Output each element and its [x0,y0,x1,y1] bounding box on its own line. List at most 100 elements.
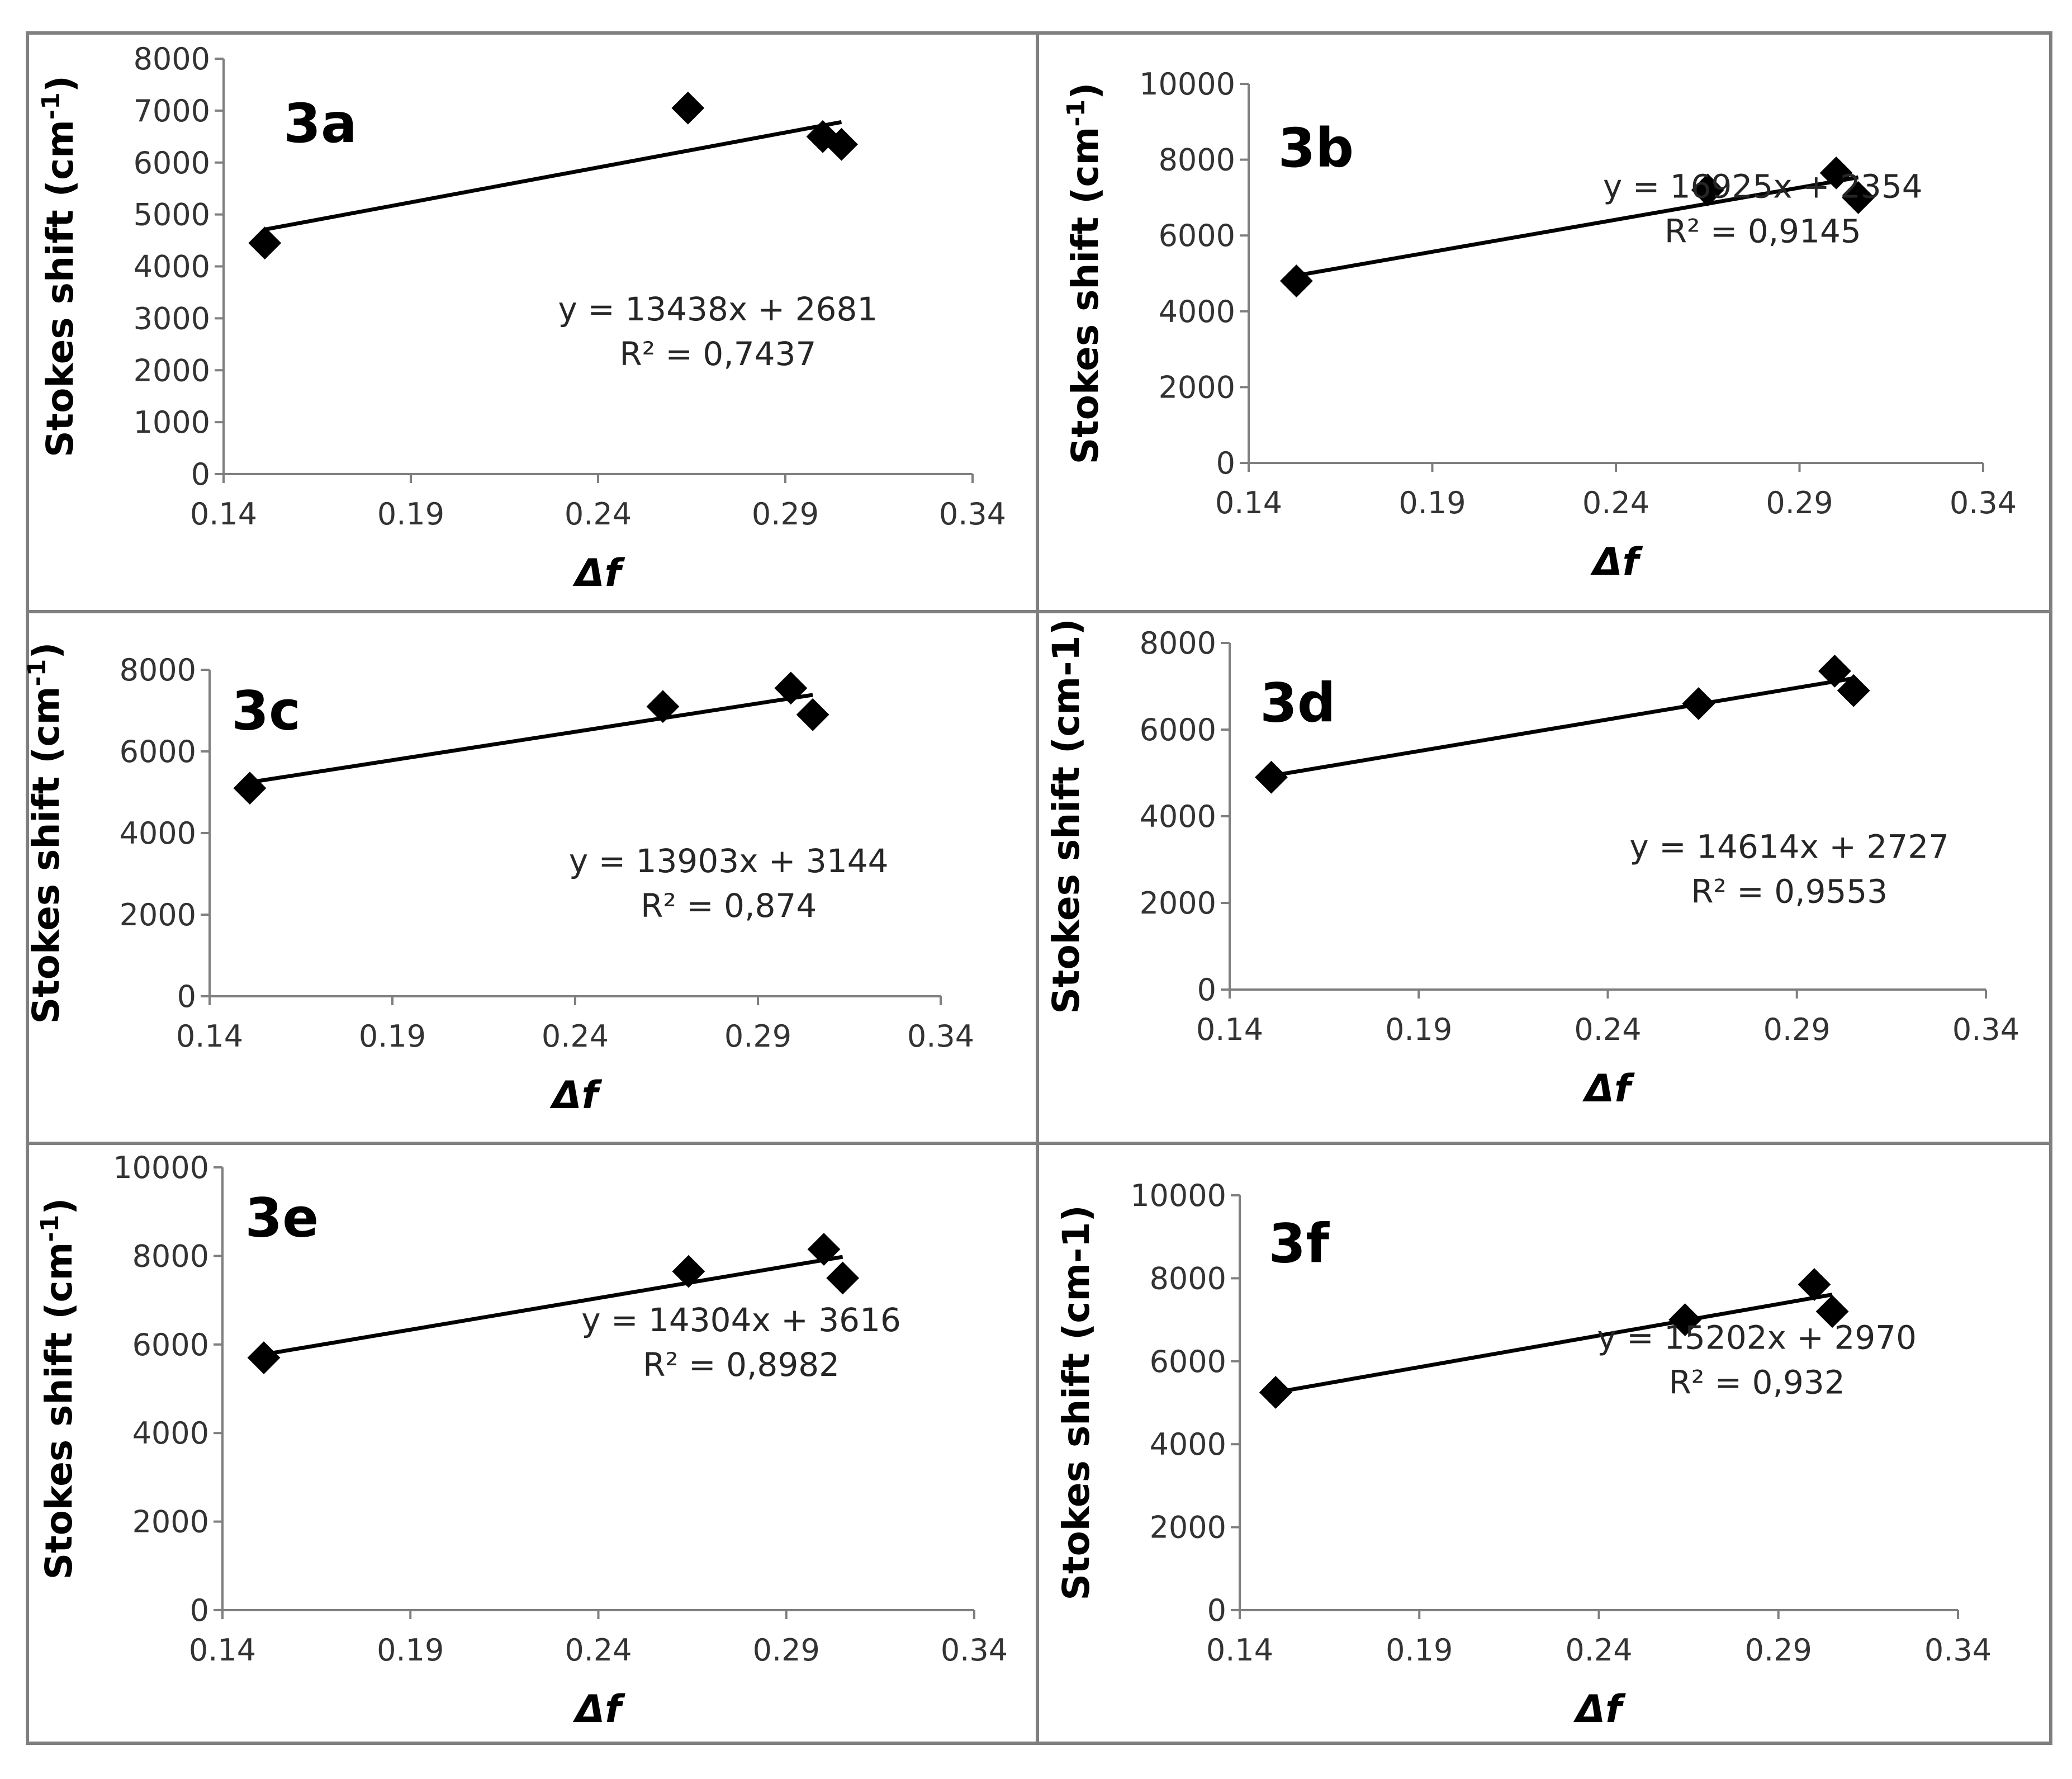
y-axis-title-superscript: -1 [1062,100,1090,127]
trendline [1270,676,1854,778]
data-point-marker [671,91,705,125]
panel-label: 3c [231,680,301,742]
x-tick-label: 0.14 [190,496,257,532]
chart-panel-3e: 0 2000 4000 6000 8000 10000 0.14 0.19 0.24 0.29 0.… [36,1150,1008,1731]
y-axis-title: Stokes shift (cm-1) [1055,1205,1098,1600]
panel-label: 3a [283,92,357,155]
x-axis-title: Δf [1573,1687,1626,1731]
x-tick-label: 0.24 [542,1019,609,1054]
x-tick-label: 0.14 [1206,1633,1273,1668]
chart-panel-3c: 0 2000 4000 6000 8000 0.14 0.19 0.24 0.29 0.34 Δf S… [23,642,974,1118]
y-axis-title-main: Stokes shift (cm-1) [1055,1205,1098,1600]
x-tick-label: 0.29 [1745,1633,1812,1668]
y-tick-label: 4000 [1140,799,1216,834]
data-point-marker [672,1255,705,1288]
trendline [263,1255,843,1356]
data-point-marker [1815,1295,1849,1328]
x-tick-label: 0.14 [1196,1012,1263,1047]
y-tick-label: 8000 [134,41,210,77]
x-tick-label: 0.34 [1924,1633,1992,1668]
y-tick-label: 0 [190,1593,209,1628]
trendline [249,693,813,784]
chart-panels: 0 1000 2000 3000 4000 5000 6000 7000 8000 0.14 0.1… [23,41,2019,1731]
r-squared-label: R² = 0,932 [1669,1364,1845,1402]
x-tick-label: 0.19 [1385,1012,1452,1047]
y-tick-label: 5000 [134,197,210,233]
y-tick-label: 6000 [134,145,210,181]
y-tick-label: 8000 [132,1238,209,1274]
y-tick-label: 2000 [120,897,196,933]
y-axis-title-close: ) [25,642,68,659]
trendline [264,120,842,231]
y-tick-label: 0 [1197,972,1216,1007]
data-point-marker [1842,181,1875,214]
data-point-marker [1691,173,1724,207]
data-point-marker [825,127,858,161]
r-squared-label: R² = 0,874 [641,887,817,925]
x-tick-label: 0.24 [1574,1012,1641,1047]
data-point-marker [774,671,808,705]
y-tick-label: 4000 [120,816,196,851]
data-point-marker [1682,687,1715,720]
trendline [1296,175,1859,278]
r-squared-label: R² = 0,9553 [1691,872,1888,910]
y-tick-label: 6000 [1159,218,1235,253]
y-axis-title-main: Stokes shift (cm-1) [1045,618,1088,1014]
y-tick-label: 4000 [1150,1427,1226,1462]
y-tick-label: 2000 [134,353,210,388]
y-axis-title: Stokes shift (cm-1) [36,1198,80,1580]
trendline-equation: y = 13438x + 2681 [558,290,878,328]
y-axis-title-superscript: -1 [36,1215,64,1242]
y-axis-title-main: Stokes shift (cm [39,120,82,457]
data-point-marker [1819,156,1853,190]
y-axis-title: Stokes shift (cm-1) [1045,618,1088,1014]
y-tick-label: 6000 [1150,1344,1226,1379]
data-point-marker [233,772,267,805]
y-axis-title-close: ) [1064,83,1107,100]
trendline-equation: y = 14304x + 3616 [581,1301,901,1339]
y-tick-label: 0 [1207,1593,1226,1628]
r-squared-label: R² = 0,8982 [643,1346,840,1384]
x-tick-label: 0.19 [1386,1633,1453,1668]
x-tick-label: 0.24 [1565,1633,1632,1668]
chart-panel-3a: 0 1000 2000 3000 4000 5000 6000 7000 8000 0.14 0.1… [37,41,1006,595]
y-axis-title-close: ) [39,75,82,92]
y-axis-title-close: ) [37,1198,80,1215]
y-tick-label: 8000 [1140,626,1216,661]
data-point-marker [807,1233,841,1266]
r-squared-label: R² = 0,9145 [1665,212,1861,250]
data-point-marker [248,226,282,260]
y-tick-label: 0 [177,979,196,1014]
x-tick-label: 0.29 [724,1019,791,1054]
chart-panel-3f: 0 2000 4000 6000 8000 10000 0.14 0.19 0.24 0.29 0.… [1055,1178,1992,1731]
x-axis-title: Δf [549,1073,603,1118]
panel-label: 3f [1268,1212,1330,1275]
y-tick-label: 4000 [1159,294,1235,329]
y-tick-label: 10000 [1130,1178,1226,1213]
panel-label: 3d [1260,672,1336,735]
x-tick-label: 0.29 [752,496,819,532]
x-tick-label: 0.34 [907,1019,974,1054]
y-tick-label: 6000 [120,734,196,769]
x-axis-title: Δf [1590,540,1643,584]
x-tick-label: 0.19 [377,496,444,532]
trendline [1275,1293,1833,1394]
y-tick-label: 2000 [1150,1510,1226,1545]
y-axis-title: Stokes shift (cm-1) [23,642,68,1024]
y-tick-label: 6000 [1140,712,1216,747]
trendline-equation: y = 14614x + 2727 [1629,827,1949,865]
data-point-marker [1798,1268,1831,1301]
y-tick-label: 10000 [113,1150,209,1185]
trendline-equation: y = 15202x + 2970 [1597,1319,1917,1357]
x-tick-label: 0.24 [1582,485,1649,521]
x-tick-label: 0.34 [939,496,1006,532]
data-point-marker [1668,1303,1702,1337]
y-axis-title-superscript: -1 [37,92,65,120]
data-point-marker [1279,264,1313,297]
x-tick-label: 0.34 [1950,485,2017,521]
data-point-marker [1255,760,1288,794]
x-tick-label: 0.29 [1763,1012,1831,1047]
data-point-marker [1837,674,1870,707]
x-tick-label: 0.34 [941,1633,1008,1668]
